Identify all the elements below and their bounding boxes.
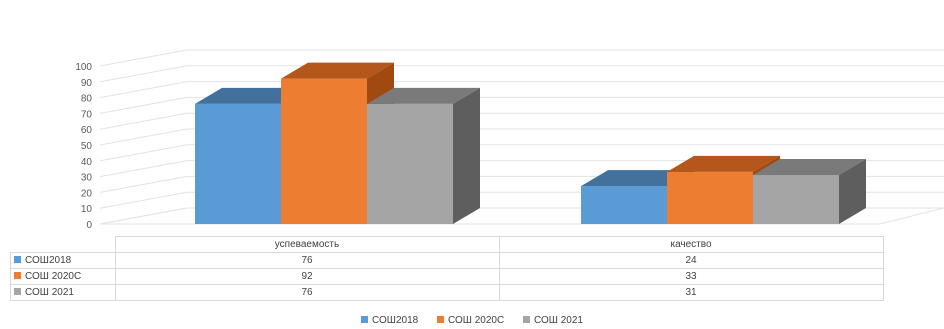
data-table-series-label: СОШ 2021 [10, 284, 116, 301]
series-3-name: СОШ 2021 [25, 287, 74, 298]
bar-top [367, 87, 480, 104]
y-tick-label: 70 [81, 109, 93, 120]
bar-top [667, 155, 780, 172]
y-tick-label: 90 [81, 78, 93, 89]
data-table-corner [10, 236, 116, 253]
data-table-cell: 24 [498, 252, 884, 269]
data-table-cell: 92 [114, 268, 500, 285]
bar-side [839, 159, 866, 224]
gridline [99, 112, 944, 130]
gridline [99, 128, 944, 146]
y-tick-label: 80 [81, 94, 93, 105]
bar-side [453, 87, 480, 224]
legend: СОШ2018 СОШ 2020С СОШ 2021 [0, 315, 944, 326]
bar [753, 175, 839, 224]
legend-label-2: СОШ 2020С [448, 315, 505, 326]
y-tick-label: 30 [81, 173, 93, 184]
gridline [99, 65, 944, 83]
data-table-cell: 33 [498, 268, 884, 285]
legend-item-series-3: СОШ 2021 [522, 315, 583, 326]
bar [281, 78, 367, 224]
data-table-category-2: качество [498, 236, 884, 253]
gridline [99, 81, 944, 99]
legend-swatch-2 [437, 316, 444, 323]
bar [667, 171, 753, 224]
y-tick-label: 60 [81, 125, 93, 136]
bar [581, 186, 667, 224]
y-tick-label: 10 [81, 204, 93, 215]
data-table: успеваемость качество СОШ2018 76 24 СОШ … [10, 236, 884, 301]
data-table-series-label: СОШ2018 [10, 252, 116, 269]
legend-swatch-1 [361, 316, 369, 323]
gridline [99, 144, 944, 162]
data-table-row: СОШ 2021 76 31 [10, 284, 884, 301]
bar-top [281, 62, 394, 79]
bar-top [581, 170, 694, 187]
series-1-name: СОШ2018 [25, 255, 72, 266]
y-tick-label: 40 [81, 157, 93, 168]
bar [367, 103, 453, 224]
data-table-cell: 76 [114, 252, 500, 269]
bar-top [195, 87, 308, 104]
y-tick-label: 20 [81, 188, 93, 199]
data-table-category-1: успеваемость [114, 236, 500, 253]
series-2-swatch [14, 272, 21, 279]
legend-item-series-2: СОШ 2020С [437, 315, 504, 326]
data-table-header-row: успеваемость качество [10, 236, 884, 253]
bar [195, 103, 281, 224]
y-tick-label: 0 [86, 220, 92, 231]
chart-plot: 0 10 20 30 40 50 60 70 80 90 100 [75, 49, 944, 231]
data-table-row: СОШ 2020С 92 33 [10, 268, 884, 285]
data-table-cell: 31 [498, 284, 884, 301]
gridline [99, 49, 944, 67]
data-table-cell: 76 [114, 284, 500, 301]
legend-swatch-3 [522, 316, 530, 323]
bar-top [753, 159, 866, 176]
series-3-swatch [14, 288, 21, 295]
y-tick-label: 50 [81, 141, 93, 152]
data-table-row: СОШ2018 76 24 [10, 252, 884, 269]
legend-item-series-1: СОШ2018 [361, 315, 418, 326]
legend-label-3: СОШ 2021 [533, 315, 583, 326]
series-1-swatch [14, 256, 21, 263]
data-table-series-label: СОШ 2020С [10, 268, 116, 285]
series-2-name: СОШ 2020С [25, 271, 82, 282]
y-tick-label: 100 [75, 62, 92, 73]
legend-label-1: СОШ2018 [372, 315, 419, 326]
gridline [99, 96, 944, 114]
